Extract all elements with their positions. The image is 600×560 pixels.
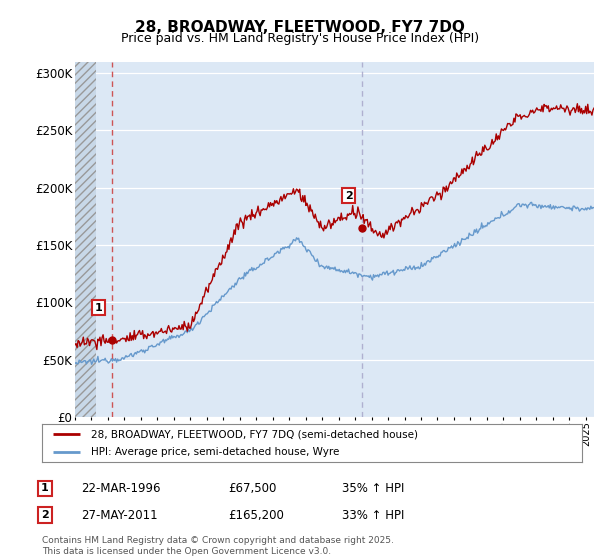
- Text: 33% ↑ HPI: 33% ↑ HPI: [342, 508, 404, 522]
- Text: Contains HM Land Registry data © Crown copyright and database right 2025.
This d: Contains HM Land Registry data © Crown c…: [42, 536, 394, 556]
- Text: 27-MAY-2011: 27-MAY-2011: [81, 508, 158, 522]
- Text: Price paid vs. HM Land Registry's House Price Index (HPI): Price paid vs. HM Land Registry's House …: [121, 32, 479, 45]
- Text: £67,500: £67,500: [228, 482, 277, 495]
- Bar: [75, 62, 97, 417]
- Text: 1: 1: [95, 302, 102, 312]
- Text: 2: 2: [41, 510, 49, 520]
- Text: 28, BROADWAY, FLEETWOOD, FY7 7DQ: 28, BROADWAY, FLEETWOOD, FY7 7DQ: [135, 20, 465, 35]
- Text: 28, BROADWAY, FLEETWOOD, FY7 7DQ (semi-detached house): 28, BROADWAY, FLEETWOOD, FY7 7DQ (semi-d…: [91, 429, 418, 439]
- Text: 35% ↑ HPI: 35% ↑ HPI: [342, 482, 404, 495]
- Text: 2: 2: [344, 190, 352, 200]
- Text: £165,200: £165,200: [228, 508, 284, 522]
- Text: 22-MAR-1996: 22-MAR-1996: [81, 482, 161, 495]
- Text: HPI: Average price, semi-detached house, Wyre: HPI: Average price, semi-detached house,…: [91, 447, 339, 457]
- Text: 1: 1: [41, 483, 49, 493]
